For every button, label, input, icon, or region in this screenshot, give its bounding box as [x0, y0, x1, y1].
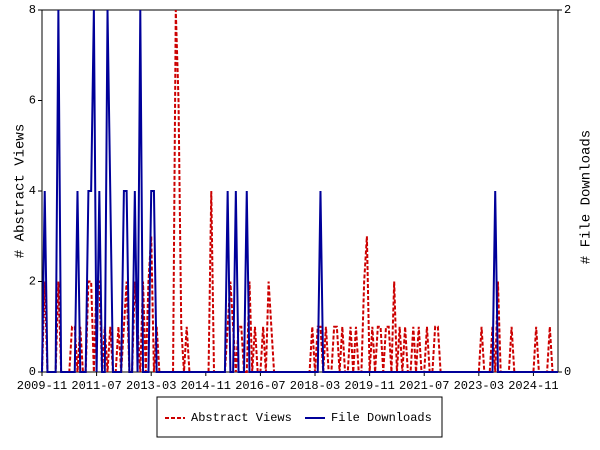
x-tick-label: 2013-03 — [126, 379, 176, 393]
data-line — [41, 9, 558, 373]
y-tick-label: 0 — [29, 365, 36, 379]
x-tick-label: 2024-11 — [508, 379, 558, 393]
x-tick-label: 2023-03 — [454, 379, 504, 393]
x-tick-label: 2016-07 — [235, 379, 285, 393]
legend-label: File Downloads — [331, 411, 432, 425]
legend-box — [156, 396, 443, 438]
x-tick-label: 2021-07 — [399, 379, 449, 393]
plot-area — [41, 9, 559, 373]
y2-axis-label: # File Downloads — [579, 130, 595, 264]
y2-tick-label: 0 — [564, 365, 571, 379]
x-tick-label: 2019-11 — [344, 379, 394, 393]
x-tick-label: 2018-03 — [290, 379, 340, 393]
y-tick-label: 6 — [29, 94, 36, 108]
y2-tick-label: 2 — [564, 3, 571, 17]
x-tick-label: 2014-11 — [181, 379, 231, 393]
y-tick-label: 8 — [29, 3, 36, 17]
legend-label: Abstract Views — [191, 411, 292, 425]
data-line — [41, 9, 558, 373]
x-tick-label: 2011-07 — [71, 379, 121, 393]
x-tick-label: 2009-11 — [17, 379, 67, 393]
y-axis-label: # Abstract Views — [13, 124, 29, 258]
y-tick-label: 4 — [29, 184, 36, 198]
y-tick-label: 2 — [29, 275, 36, 289]
